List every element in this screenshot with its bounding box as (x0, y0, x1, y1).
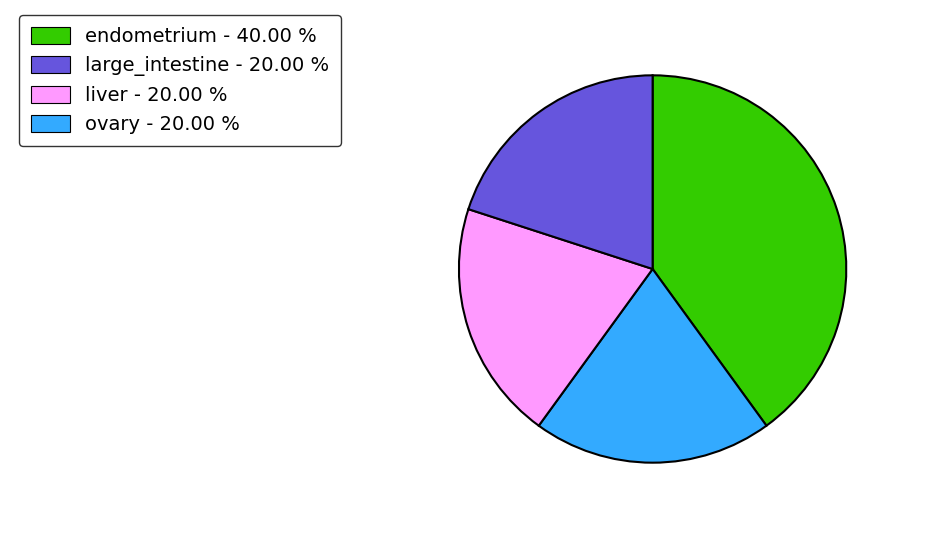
Wedge shape (653, 75, 846, 426)
Legend: endometrium - 40.00 %, large_intestine - 20.00 %, liver - 20.00 %, ovary - 20.00: endometrium - 40.00 %, large_intestine -… (19, 15, 341, 146)
Wedge shape (469, 75, 653, 269)
Wedge shape (459, 209, 653, 426)
Wedge shape (539, 269, 766, 463)
